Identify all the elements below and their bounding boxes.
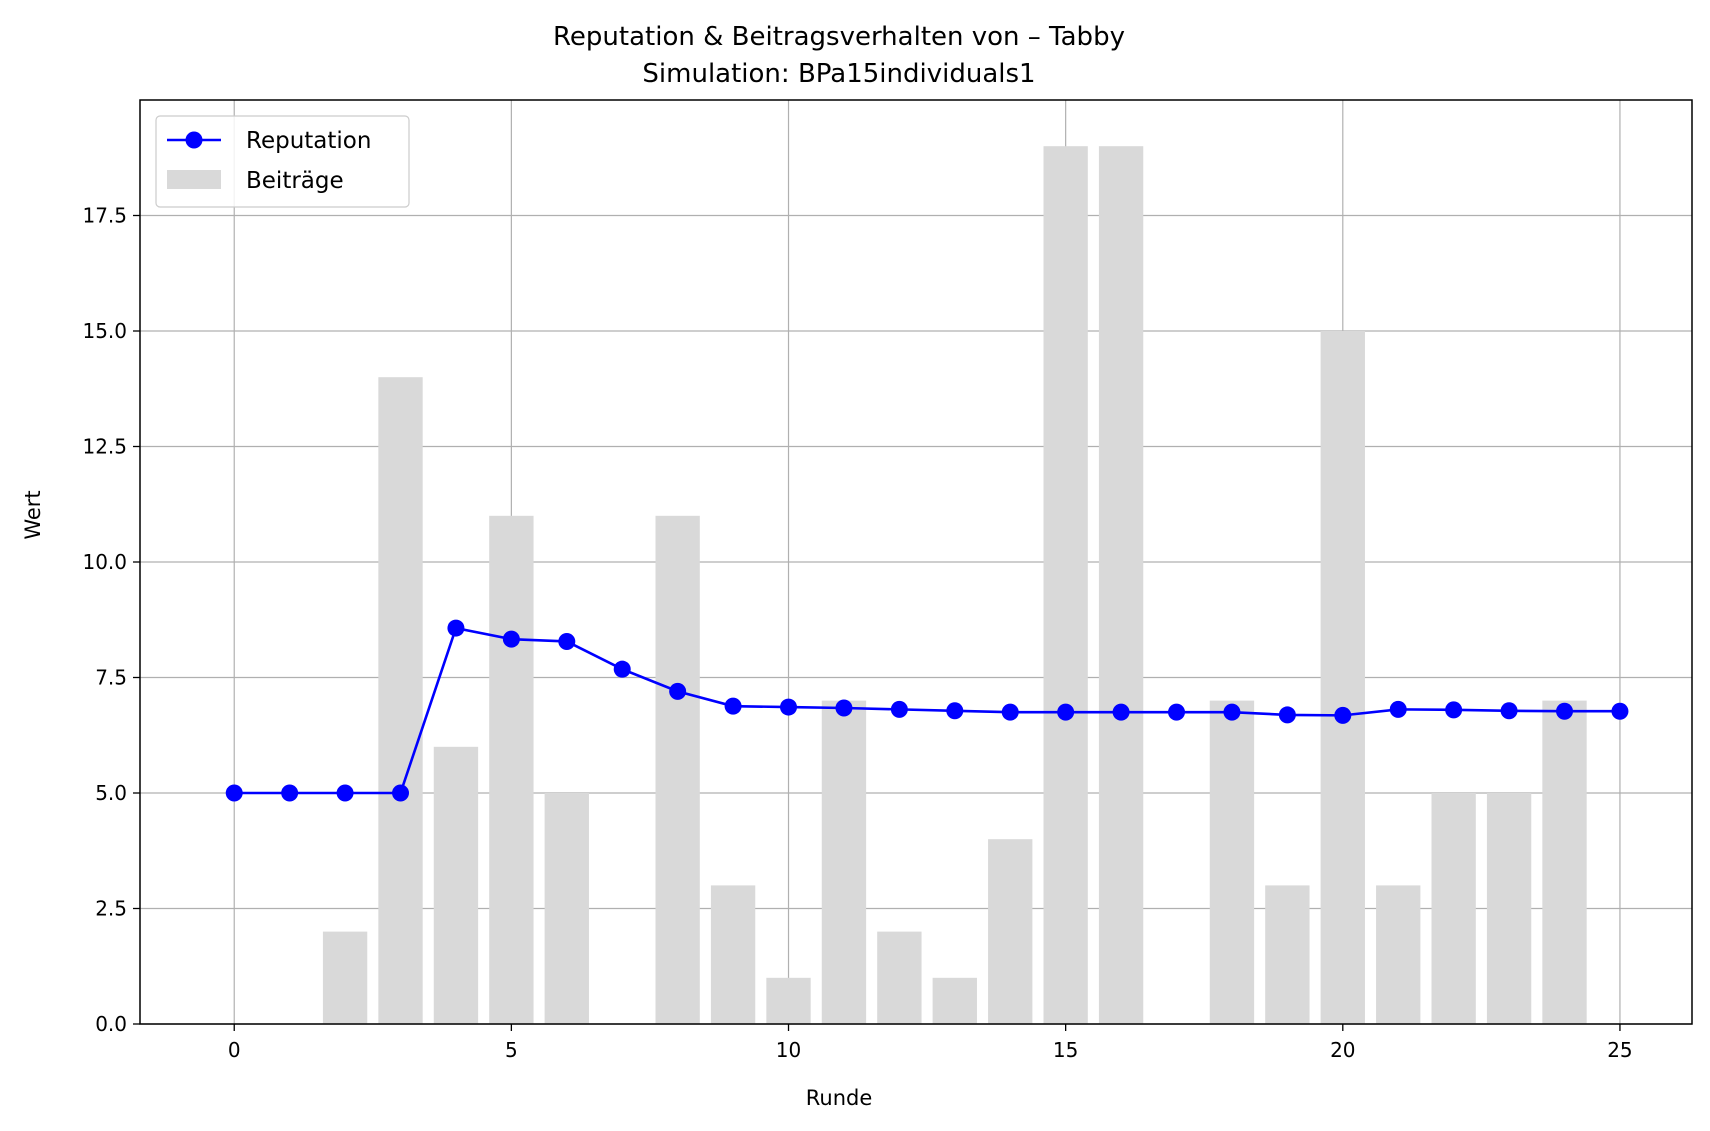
- reputation-point: [1112, 703, 1130, 721]
- y-tick-label: 12.5: [82, 435, 127, 459]
- bar: [1209, 700, 1255, 1024]
- reputation-point: [890, 700, 908, 718]
- x-tick-label: 25: [1607, 1038, 1632, 1062]
- bar: [1043, 146, 1088, 1024]
- y-tick-label: 10.0: [82, 550, 127, 574]
- bar: [489, 515, 534, 1024]
- reputation-point: [558, 632, 576, 650]
- bar: [988, 839, 1033, 1024]
- y-tick-label: 17.5: [82, 204, 127, 228]
- x-tick-label: 20: [1330, 1038, 1355, 1062]
- line-series: [225, 619, 1629, 802]
- bar: [1542, 700, 1587, 1024]
- legend-marker-swatch: [185, 131, 203, 149]
- y-tick-label: 5.0: [95, 781, 127, 805]
- reputation-point: [225, 784, 243, 802]
- bar: [1431, 793, 1476, 1024]
- legend: Reputation Beiträge: [155, 115, 410, 208]
- chart-subtitle: Simulation: BPa15individuals1: [642, 59, 1035, 89]
- legend-bar-swatch: [167, 170, 221, 189]
- y-tick-label: 7.5: [95, 666, 127, 690]
- bar: [766, 977, 811, 1024]
- reputation-point: [724, 697, 742, 715]
- x-axis-label: Runde: [806, 1086, 873, 1110]
- x-tick-label: 5: [505, 1038, 518, 1062]
- bar: [1320, 331, 1365, 1024]
- reputation-point: [1611, 702, 1629, 720]
- bar: [1486, 793, 1532, 1024]
- bar: [544, 793, 589, 1024]
- bar: [655, 515, 700, 1024]
- bar: [433, 746, 479, 1024]
- bar: [1376, 885, 1421, 1024]
- reputation-point: [1389, 700, 1407, 718]
- reputation-line: [234, 626, 1620, 795]
- bar: [1265, 885, 1310, 1024]
- legend-label-reputation: Reputation: [246, 128, 371, 154]
- axis-ticks: 0 5 10 15 20 25 0.0 2.5 5.0 7.5 10.0 12.5 15.0 17.5: [82, 204, 1632, 1063]
- bar: [378, 377, 423, 1024]
- reputation-point: [780, 698, 798, 716]
- legend-label-beitraege: Beiträge: [246, 168, 344, 194]
- bar: [710, 885, 756, 1024]
- reputation-point: [1556, 702, 1574, 720]
- reputation-point: [1334, 706, 1352, 724]
- reputation-point: [336, 784, 354, 802]
- x-tick-label: 10: [776, 1038, 801, 1062]
- y-axis-label: Wert: [21, 490, 45, 539]
- reputation-point: [1168, 703, 1186, 721]
- reputation-point: [1001, 703, 1019, 721]
- y-tick-label: 0.0: [95, 1012, 127, 1036]
- reputation-point: [1500, 702, 1518, 720]
- reputation-point: [835, 699, 853, 717]
- y-tick-label: 2.5: [95, 897, 127, 921]
- bar: [1098, 146, 1144, 1024]
- reputation-point: [1223, 703, 1241, 721]
- reputation-point: [392, 784, 410, 802]
- reputation-point: [669, 682, 687, 700]
- reputation-point: [1278, 706, 1296, 724]
- x-tick-label: 0: [228, 1038, 241, 1062]
- reputation-point: [613, 660, 631, 678]
- x-tick-label: 15: [1053, 1038, 1078, 1062]
- bar: [821, 700, 867, 1024]
- reputation-point: [1057, 703, 1075, 721]
- reputation-point: [502, 630, 520, 648]
- reputation-point: [447, 619, 465, 637]
- reputation-point: [281, 784, 299, 802]
- reputation-point: [946, 702, 964, 720]
- chart-title: Reputation & Beitragsverhalten von – Tab…: [553, 22, 1125, 52]
- reputation-point: [1445, 701, 1463, 719]
- bar: [932, 977, 977, 1024]
- bar: [877, 931, 922, 1024]
- y-tick-label: 15.0: [82, 319, 127, 343]
- bar-series: [322, 146, 1587, 1024]
- bar: [322, 931, 368, 1024]
